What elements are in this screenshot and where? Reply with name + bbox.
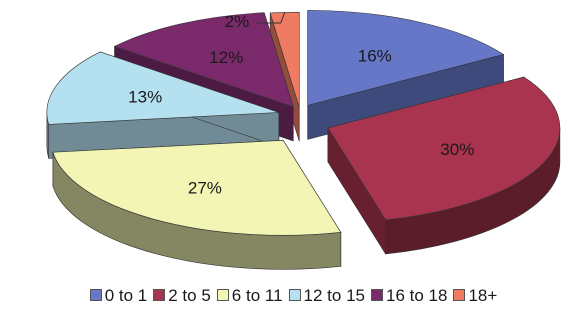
legend-item-6-to-11: 6 to 11 [216,286,283,306]
legend-swatch-18-plus [453,289,466,301]
legend-swatch-0-to-1 [89,289,102,301]
data-label-12-to-15: 13% [128,88,162,107]
legend-label-18-plus: 18+ [468,286,498,305]
legend-swatch-2-to-5 [153,289,166,301]
legend-label-2-to-5: 2 to 5 [168,286,211,305]
legend-item-16-to-18: 16 to 18 [370,286,448,306]
slice-6-to-11 [52,139,342,270]
slice-2-to-5 [327,76,561,255]
leader-line-18-plus [257,12,286,24]
legend-label-6-to-11: 6 to 11 [231,286,283,305]
legend-label-12-to-15: 12 to 15 [303,286,365,305]
legend-item-2-to-5: 2 to 5 [153,286,211,306]
slice-top-0-to-1 [307,10,505,106]
slice-top-2-to-5 [327,76,561,221]
legend-item-18-plus: 18+ [453,286,497,306]
data-label-16-to-18: 12% [209,48,243,67]
slice-top-12-to-15 [46,51,279,125]
legend-swatch-16-to-18 [370,289,383,301]
legend-label-0-to-1: 0 to 1 [104,286,148,305]
slice-12-to-15 [46,51,280,159]
slice-0-to-1 [307,10,505,140]
data-label-0-to-1: 16% [358,46,392,65]
slice-top-16-to-18 [113,12,294,108]
data-label-18-plus: 2% [225,12,250,31]
data-label-2-to-5: 30% [440,140,474,159]
slice-top-6-to-11 [52,140,342,236]
legend-item-12-to-15: 12 to 15 [288,286,365,306]
legend: 0 to 1 2 to 5 6 to 11 12 to 15 16 to 18 18+ [0,286,587,306]
data-label-6-to-11: 27% [188,178,222,197]
slice-top-18-plus [269,11,300,108]
legend-label-16-to-18: 16 to 18 [385,286,448,305]
legend-swatch-6-to-11 [216,289,229,301]
legend-item-0-to-1: 0 to 1 [89,286,148,306]
legend-swatch-12-to-15 [288,289,301,301]
